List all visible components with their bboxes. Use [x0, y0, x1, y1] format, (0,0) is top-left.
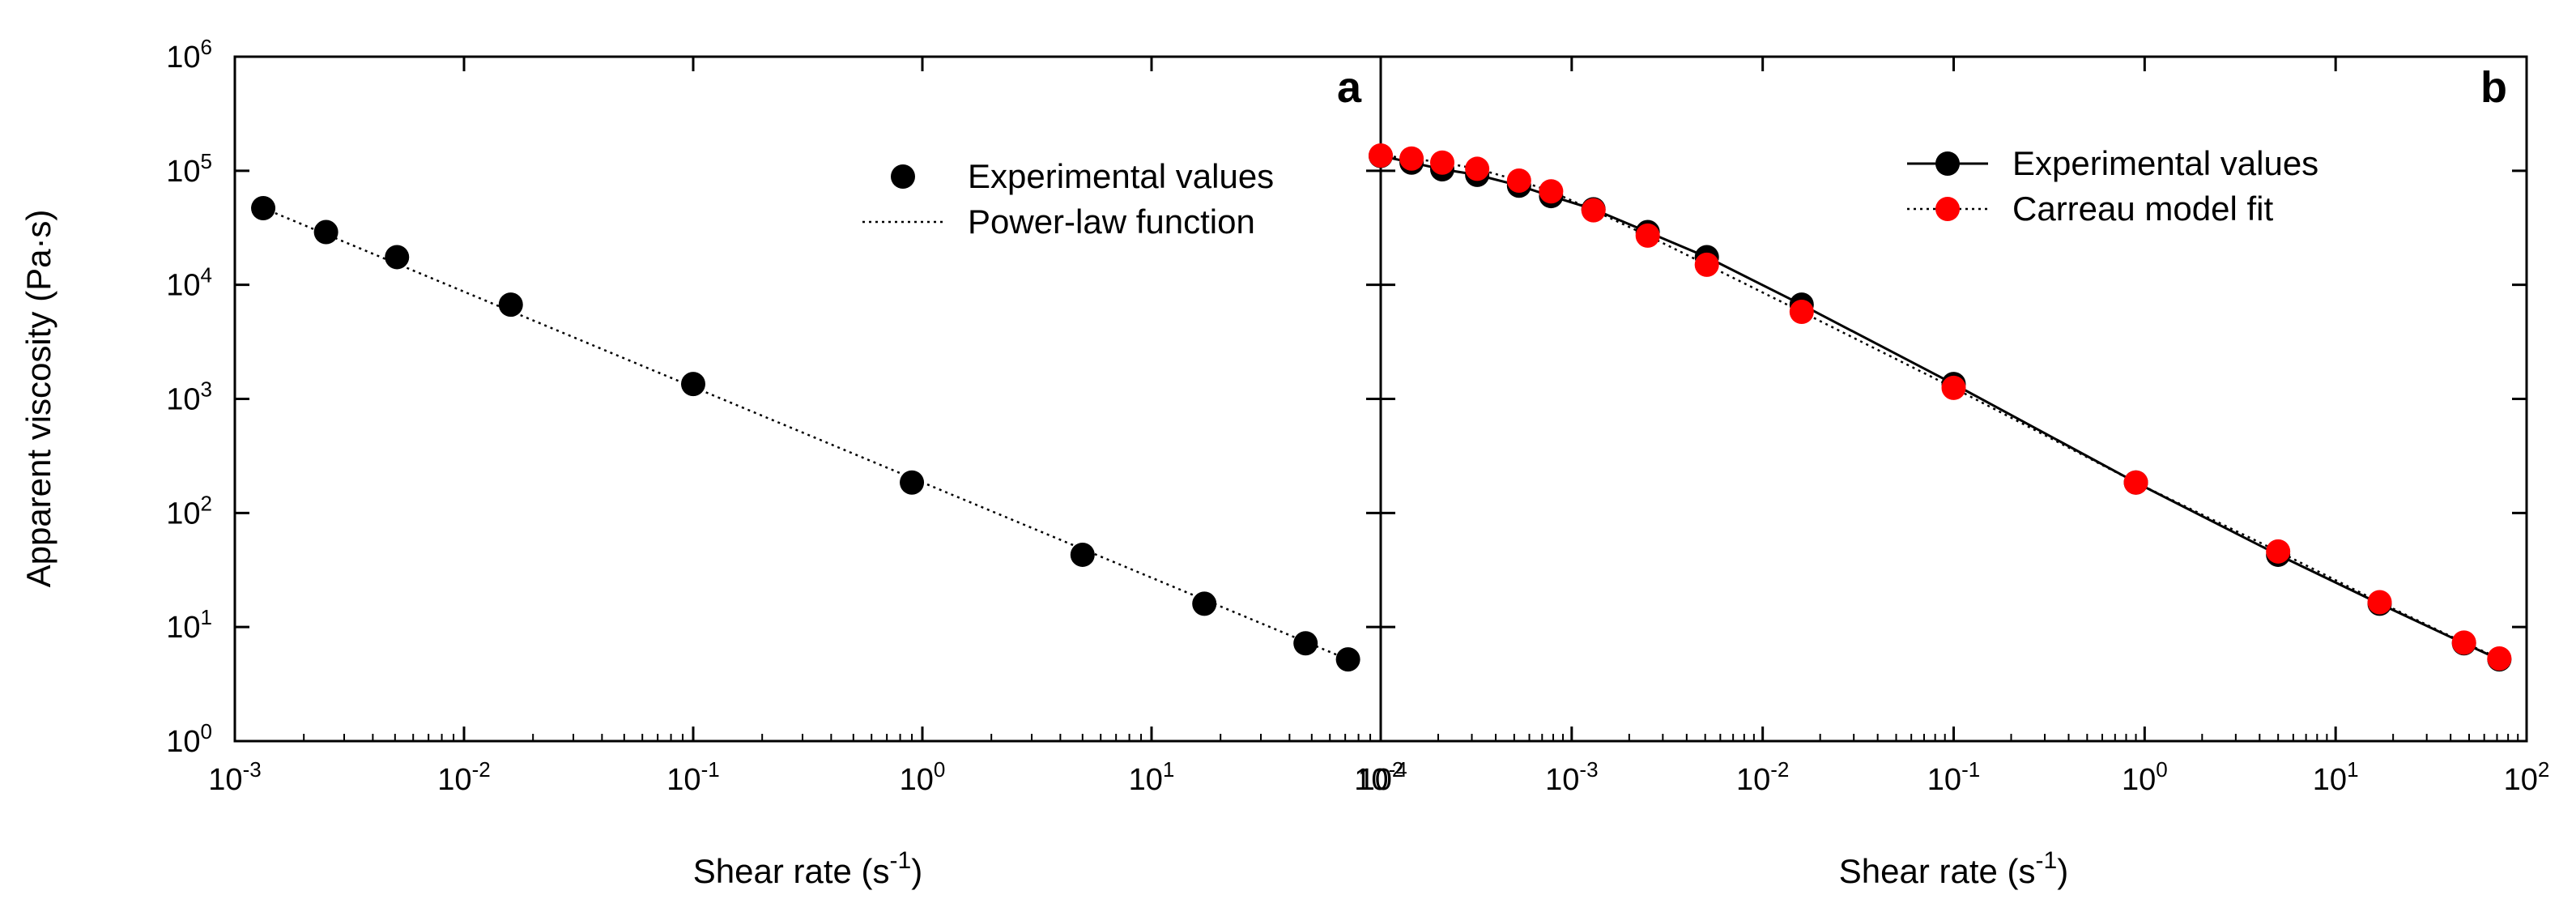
x-axis-label: Shear rate (s-1): [1839, 847, 2068, 890]
x-tick-label: 101: [1129, 757, 1175, 797]
data-point: [2123, 470, 2148, 495]
data-point: [1192, 591, 1217, 616]
series-line: [1380, 154, 2500, 660]
y-tick-label: 103: [166, 377, 212, 417]
y-tick-label: 100: [166, 719, 212, 759]
x-tick-label: 100: [2122, 757, 2168, 797]
legend-label: Experimental values: [968, 157, 1274, 195]
data-point: [1335, 647, 1360, 672]
data-point: [1293, 631, 1318, 656]
data-point: [1369, 143, 1393, 168]
x-tick-label: 10-2: [1736, 757, 1789, 797]
x-tick-label: 101: [2313, 757, 2359, 797]
data-point: [1539, 179, 1564, 204]
data-point: [313, 219, 338, 245]
x-tick-label: 10-4: [1354, 757, 1407, 797]
data-point: [251, 196, 276, 221]
data-point: [1465, 156, 1490, 181]
panel-a: 10-3 10-2 10-1 100 101 102 100 101 102 103 104 105 1…: [166, 35, 1403, 890]
data-point: [385, 245, 410, 270]
data-point: [1506, 168, 1531, 193]
legend-item: Experimental values: [891, 157, 1274, 195]
legend-item: Carreau model fit: [1907, 190, 2273, 228]
x-tick-label: 10-2: [437, 757, 490, 797]
x-tick-label: 102: [2504, 757, 2550, 797]
data-point: [1635, 223, 1660, 248]
legend-marker: [1935, 151, 1960, 176]
x-tick-label: 10-3: [208, 757, 261, 797]
series-line: [1380, 155, 2501, 661]
data-point: [2487, 646, 2512, 671]
legend-label: Experimental values: [2012, 144, 2318, 182]
legend-item: Power-law function: [862, 202, 1255, 241]
x-tick-label: 10-1: [666, 757, 719, 797]
y-axis-label: Apparent viscosity (Pa·s): [19, 210, 57, 588]
legend-marker: [1935, 197, 1960, 221]
data-point: [900, 470, 925, 495]
data-point: [1070, 542, 1095, 567]
y-tick-label: 106: [166, 35, 212, 75]
panel-label: a: [1337, 63, 1362, 112]
legend-item: Experimental values: [1907, 144, 2318, 182]
y-axis-title: Apparent viscosity (Pa·s): [19, 210, 57, 588]
data-point: [2266, 539, 2291, 564]
data-point: [1581, 198, 1606, 223]
data-point: [1789, 299, 1814, 324]
data-point: [2367, 590, 2392, 615]
x-tick-label: 10-1: [1927, 757, 1980, 797]
x-tick-label: 10-3: [1545, 757, 1598, 797]
panel-b: 10-4 10-3 10-2 10-1 100 101 102 Shear rate (s-1…: [1354, 55, 2550, 890]
legend-label: Carreau model fit: [2012, 190, 2273, 228]
y-tick-label: 105: [166, 149, 212, 189]
y-tick-label: 102: [166, 491, 212, 531]
data-point: [681, 372, 705, 397]
series-line: [262, 207, 1349, 661]
legend-marker: [891, 164, 915, 189]
x-tick-label: 102: [1358, 757, 1404, 797]
panel-label: b: [2480, 63, 2507, 112]
data-point: [1399, 146, 1424, 171]
data-point: [2451, 630, 2476, 655]
x-tick-label: 100: [900, 757, 946, 797]
data-point: [498, 292, 523, 317]
data-point: [1941, 375, 1966, 400]
data-point: [1429, 150, 1454, 175]
x-axis-label: Shear rate (s-1): [693, 847, 922, 890]
data-point: [1694, 252, 1719, 277]
y-tick-label: 101: [166, 605, 212, 645]
y-tick-label: 104: [166, 263, 212, 303]
legend-label: Power-law function: [968, 202, 1255, 241]
